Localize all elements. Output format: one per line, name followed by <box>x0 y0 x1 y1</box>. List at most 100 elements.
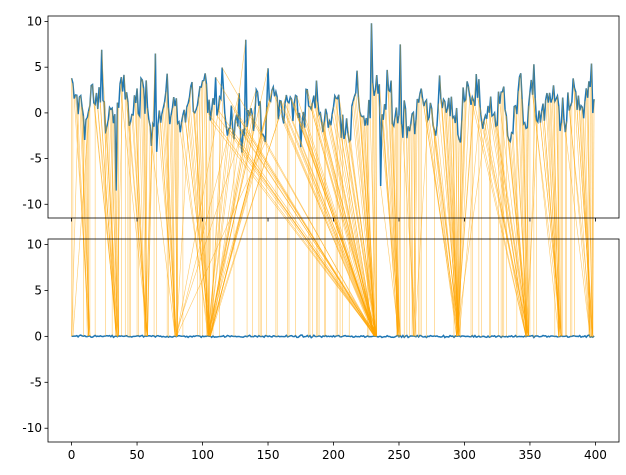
connection-line-199 <box>331 113 375 337</box>
bottom-x-tick-label: 300 <box>453 448 476 462</box>
connection-line-58 <box>144 108 148 336</box>
top-y-tick-label: 5 <box>34 60 42 74</box>
connection-line-204 <box>338 94 376 337</box>
connection-line-356 <box>525 122 539 337</box>
connection-line-230 <box>372 83 378 337</box>
bottom-x-tick-label: 0 <box>68 448 76 462</box>
connection-line-213 <box>350 139 376 337</box>
connection-line-83 <box>179 132 210 337</box>
connection-line-115 <box>221 67 376 337</box>
connection-line-173 <box>297 117 376 337</box>
connection-line-272 <box>414 120 429 337</box>
connection-line-273 <box>428 117 459 337</box>
connection-line-198 <box>330 125 375 337</box>
bottom-y-tick-label: 5 <box>34 283 42 297</box>
connection-line-348 <box>527 127 529 336</box>
connection-line-22 <box>100 102 117 336</box>
connection-line-309 <box>456 74 477 337</box>
bottom-x-tick-label: 400 <box>584 448 607 462</box>
connection-line-127 <box>237 126 377 337</box>
bottom-y-tick-label: -5 <box>30 375 42 389</box>
top-y-tick-label: -10 <box>22 197 42 211</box>
connection-line-37 <box>119 83 148 337</box>
connection-line-82 <box>176 121 180 337</box>
connection-line-334 <box>508 140 528 336</box>
connection-line-192 <box>322 132 375 337</box>
connection-line-59 <box>148 119 176 337</box>
connection-line-388 <box>579 110 594 338</box>
connection-line-175 <box>300 147 376 337</box>
bottom-y-tick-label: 10 <box>27 238 42 252</box>
connection-line-162 <box>283 123 376 337</box>
connection-line-252 <box>397 124 402 336</box>
connection-line-312 <box>458 107 481 336</box>
connection-line-394 <box>587 97 594 338</box>
bottom-x-tick-label: 50 <box>129 448 144 462</box>
connection-line-77 <box>172 107 176 337</box>
connection-line-383 <box>572 78 591 338</box>
connection-line-270 <box>424 101 457 337</box>
connection-line-263 <box>413 119 417 336</box>
connection-line-368 <box>553 85 560 337</box>
connection-line-123 <box>208 128 233 337</box>
bottom-x-tick-label: 150 <box>257 448 280 462</box>
connection-line-190 <box>320 112 375 337</box>
connection-line-246 <box>393 126 398 336</box>
connection-line-141 <box>174 89 257 337</box>
bottom-y-tick-label: 0 <box>34 329 42 343</box>
connection-line-154 <box>210 86 274 337</box>
connection-line-52 <box>139 116 146 336</box>
connection-line-84 <box>181 121 209 336</box>
connection-line-91 <box>176 86 192 337</box>
connection-line-238 <box>382 119 398 336</box>
connection-line-119 <box>207 135 228 336</box>
bottom-x-tick-label: 200 <box>322 448 345 462</box>
connection-line-177 <box>303 111 376 337</box>
connection-line-112 <box>218 109 377 337</box>
connection-line-396 <box>589 87 592 337</box>
warping-connections <box>71 23 595 338</box>
connection-line-257 <box>407 126 414 336</box>
connection-line-106 <box>210 120 376 337</box>
connection-line-68 <box>160 122 176 337</box>
connection-line-102 <box>204 73 211 337</box>
connection-line-317 <box>456 118 488 337</box>
connection-line-133 <box>208 39 247 337</box>
top-y-tick-label: -5 <box>30 152 42 166</box>
connection-line-337 <box>512 133 527 337</box>
connection-line-279 <box>436 126 459 337</box>
connection-line-327 <box>499 103 528 336</box>
connection-line-214 <box>351 106 376 337</box>
connection-line-242 <box>388 90 400 337</box>
connection-line-8 <box>81 106 88 337</box>
connection-line-20 <box>97 108 117 336</box>
bottom-x-tick-label: 350 <box>518 448 541 462</box>
connection-line-104 <box>207 112 376 337</box>
connection-line-316 <box>485 115 527 337</box>
connection-line-296 <box>456 139 460 337</box>
bottom-x-tick-label: 100 <box>191 448 214 462</box>
connection-line-147 <box>208 136 265 337</box>
connection-line-186 <box>314 108 376 337</box>
connection-line-107 <box>207 109 213 336</box>
connection-line-392 <box>584 100 591 338</box>
connection-line-23 <box>101 49 118 337</box>
connection-line-354 <box>528 97 536 336</box>
connection-line-164 <box>208 94 287 337</box>
connection-line-109 <box>207 104 215 336</box>
connection-line-116 <box>210 89 224 337</box>
connection-line-121 <box>207 128 231 336</box>
top-y-tick-label: 10 <box>27 14 42 28</box>
connection-line-363 <box>546 93 560 337</box>
connection-line-318 <box>487 105 528 337</box>
bottom-y-tick-label: -10 <box>22 421 42 435</box>
connection-line-39 <box>115 91 123 336</box>
connection-line-5 <box>71 114 79 337</box>
bottom-series-line <box>71 334 595 339</box>
bottom-x-tick-label: 250 <box>388 448 411 462</box>
connection-line-365 <box>549 92 560 337</box>
connection-line-64 <box>144 53 156 336</box>
connection-line-229 <box>371 23 375 337</box>
connection-line-293 <box>454 123 460 336</box>
